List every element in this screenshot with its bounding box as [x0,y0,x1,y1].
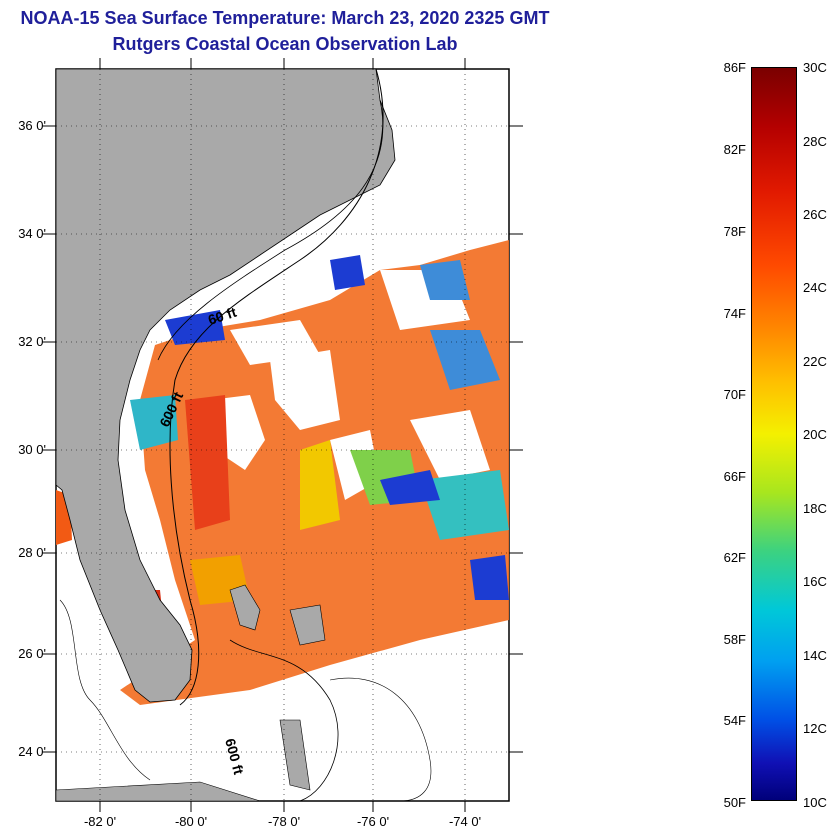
colorbar-label-f: 78F [700,224,746,239]
lat-label: 36 0' [6,118,46,133]
colorbar-label-c: 12C [803,721,833,736]
colorbar-label-f: 70F [700,387,746,402]
lat-label: 26 0' [6,646,46,661]
colorbar-label-c: 24C [803,280,833,295]
colorbar-label-f: 82F [700,142,746,157]
lat-label: 30 0' [6,442,46,457]
sst-map: 60 ft 600 ft 600 ft [0,0,833,832]
colorbar-label-c: 16C [803,574,833,589]
lon-label: -82 0' [75,814,125,829]
colorbar-label-f: 86F [700,60,746,75]
colorbar-label-c: 18C [803,501,833,516]
colorbar-label-c: 22C [803,354,833,369]
cool-patch [470,555,509,600]
colorbar-label-c: 28C [803,134,833,149]
lat-label: 34 0' [6,226,46,241]
lon-label: -74 0' [440,814,490,829]
colorbar-label-f: 62F [700,550,746,565]
lat-label: 24 0' [6,744,46,759]
colorbar-label-f: 50F [700,795,746,810]
colorbar-label-c: 26C [803,207,833,222]
temperature-colorbar [751,67,797,801]
lon-label: -80 0' [166,814,216,829]
colorbar-label-f: 74F [700,306,746,321]
colorbar-label-c: 20C [803,427,833,442]
lat-label: 32 0' [6,334,46,349]
colorbar-label-c: 14C [803,648,833,663]
colorbar-label-c: 30C [803,60,833,75]
colorbar-label-f: 66F [700,469,746,484]
lon-label: -76 0' [348,814,398,829]
cool-patch [330,255,365,290]
colorbar-label-f: 54F [700,713,746,728]
colorbar-label-f: 58F [700,632,746,647]
lat-label: 28 0' [6,545,46,560]
lon-label: -78 0' [259,814,309,829]
colorbar-label-c: 10C [803,795,833,810]
